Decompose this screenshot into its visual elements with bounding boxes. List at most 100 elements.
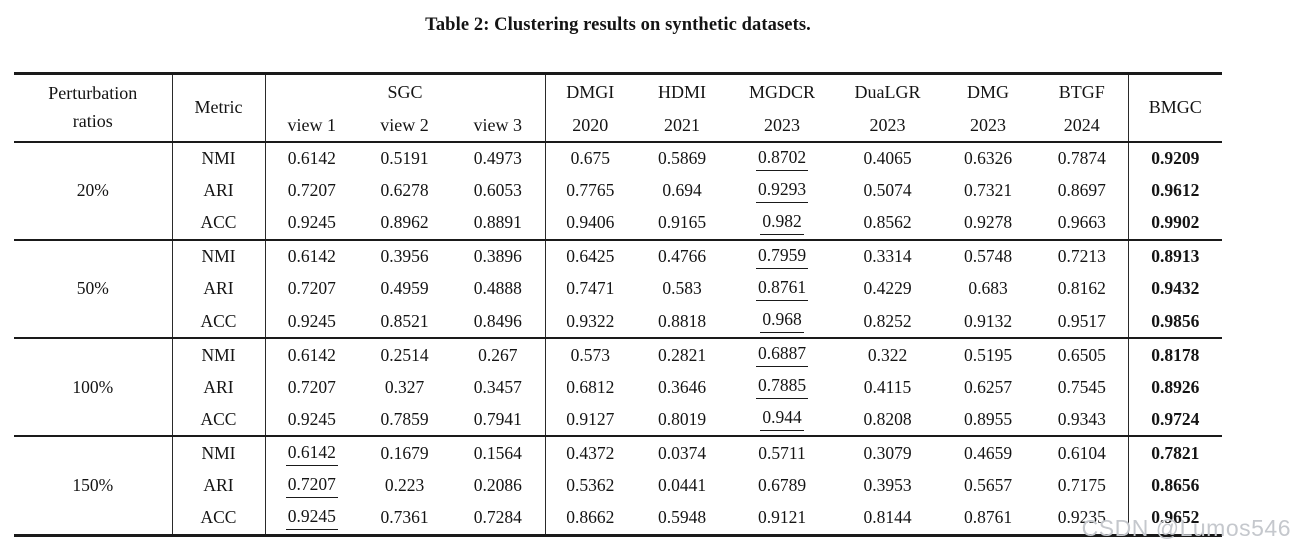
value-cell: 0.8662 bbox=[545, 502, 635, 536]
metric-cell: ACC bbox=[172, 304, 266, 339]
value-text: 0.8662 bbox=[566, 507, 615, 528]
value-cell: 0.4115 bbox=[835, 371, 940, 403]
value-text: 0.7213 bbox=[1057, 246, 1106, 267]
header-method-dmg: DMG bbox=[967, 81, 1010, 102]
value-text: 0.322 bbox=[867, 344, 908, 365]
value-text: 0.8019 bbox=[657, 408, 707, 429]
value-text: 0.968 bbox=[760, 309, 804, 334]
value-text: 0.9278 bbox=[963, 212, 1013, 233]
value-text: 0.5711 bbox=[758, 443, 806, 464]
value-text: 0.8252 bbox=[863, 310, 912, 331]
value-cell: 0.5657 bbox=[940, 470, 1036, 502]
ratio-cell: 100% bbox=[14, 337, 173, 437]
value-cell: 0.982 bbox=[729, 207, 835, 240]
header-sgc-view3: view 3 bbox=[451, 109, 546, 142]
value-text: 0.3314 bbox=[863, 246, 912, 267]
value-cell: 0.8208 bbox=[835, 403, 940, 436]
value-text: 0.9902 bbox=[1151, 212, 1200, 233]
value-text: 0.9432 bbox=[1151, 278, 1200, 299]
results-table: Perturbation ratios Metric SGC DMGI HDMI… bbox=[14, 72, 1223, 537]
value-text: 0.6142 bbox=[285, 442, 338, 466]
value-cell: 0.9127 bbox=[545, 403, 635, 436]
value-text: 0.8162 bbox=[1057, 278, 1106, 299]
value-cell: 0.4372 bbox=[545, 435, 636, 470]
value-text: 0.8962 bbox=[380, 212, 429, 233]
value-cell: 0.1564 bbox=[451, 435, 546, 470]
value-text: 0.9121 bbox=[757, 507, 807, 528]
value-cell: 0.8019 bbox=[635, 403, 729, 436]
value-text: 0.1564 bbox=[473, 443, 522, 464]
value-text: 0.8761 bbox=[755, 277, 809, 301]
value-text: 0.3457 bbox=[473, 376, 522, 397]
value-cell: 0.7874 bbox=[1036, 140, 1129, 175]
value-text: 0.7765 bbox=[566, 180, 615, 201]
value-text: 0.7859 bbox=[380, 408, 429, 429]
value-text: 0.8702 bbox=[755, 147, 809, 171]
value-cell: 0.4973 bbox=[451, 140, 546, 175]
value-text: 0.583 bbox=[662, 278, 702, 299]
value-text: 0.9856 bbox=[1151, 310, 1200, 331]
header-year-dmgi: 2020 bbox=[572, 114, 609, 135]
value-text: 0.7361 bbox=[380, 507, 429, 528]
header-year-dualgr: 2023 bbox=[869, 114, 906, 135]
value-cell: 0.683 bbox=[940, 273, 1036, 305]
value-cell: 0.7207 bbox=[265, 371, 358, 403]
value-cell: 0.7941 bbox=[451, 403, 546, 437]
value-text: 0.3646 bbox=[657, 376, 707, 397]
value-cell: 0.4065 bbox=[835, 140, 941, 175]
header-perturbation-line2: ratios bbox=[72, 110, 113, 131]
value-text: 0.4959 bbox=[380, 278, 429, 299]
value-cell: 0.9245 bbox=[265, 403, 358, 436]
value-cell: 0.8962 bbox=[358, 207, 451, 240]
metric-cell: ACC bbox=[172, 501, 266, 536]
value-cell: 0.8761 bbox=[729, 273, 835, 305]
value-text: 0.7941 bbox=[473, 408, 522, 429]
metric-cell: NMI bbox=[172, 337, 266, 372]
value-cell: 0.5869 bbox=[635, 140, 730, 175]
value-cell: 0.6812 bbox=[545, 371, 635, 403]
value-text: 0.7471 bbox=[566, 278, 615, 299]
value-text: 0.6887 bbox=[755, 343, 809, 368]
value-cell: 0.7885 bbox=[729, 371, 835, 403]
value-cell: 0.6887 bbox=[729, 337, 836, 372]
value-text: 0.8913 bbox=[1151, 246, 1200, 267]
value-cell: 0.8697 bbox=[1036, 174, 1129, 207]
value-text: 0.6053 bbox=[473, 180, 522, 201]
value-cell: 0.6104 bbox=[1036, 435, 1129, 470]
value-text: 0.3896 bbox=[473, 246, 522, 267]
value-text: 0.4973 bbox=[473, 148, 522, 169]
value-cell: 0.4229 bbox=[835, 273, 940, 305]
value-text: 0.9517 bbox=[1057, 310, 1106, 331]
value-cell: 0.5362 bbox=[545, 470, 635, 502]
value-cell: 0.5191 bbox=[358, 140, 451, 175]
header-group-sgc: SGC bbox=[265, 73, 546, 110]
value-cell: 0.6142 bbox=[265, 238, 358, 274]
value-text: 0.8761 bbox=[963, 507, 1013, 528]
table-row: ACC 0.9245 0.8521 0.8496 0.9322 0.8818 0.968 0.… bbox=[14, 304, 1222, 339]
value-text: 0.5191 bbox=[380, 148, 429, 169]
value-text: 0.9245 bbox=[287, 408, 336, 429]
value-text: 0.8521 bbox=[380, 310, 429, 331]
value-cell: 0.7207 bbox=[265, 273, 358, 305]
value-text: 0.9612 bbox=[1151, 180, 1200, 201]
value-cell: 0.9902 bbox=[1128, 207, 1222, 240]
value-cell: 0.9612 bbox=[1128, 175, 1222, 207]
value-text: 0.9322 bbox=[566, 310, 615, 331]
value-cell: 0.223 bbox=[358, 470, 451, 502]
value-cell: 0.5748 bbox=[940, 238, 1037, 274]
table-row: 100% NMI 0.6142 0.2514 0.267 0.573 0.2821 0.688… bbox=[14, 337, 1223, 437]
value-cell: 0.573 bbox=[545, 337, 636, 372]
value-cell: 0.9245 bbox=[265, 207, 358, 240]
value-cell: 0.7765 bbox=[545, 175, 635, 207]
value-cell: 0.7284 bbox=[451, 501, 546, 536]
table-row: ARI 0.7207 0.4959 0.4888 0.7471 0.583 0.8761 0.… bbox=[14, 273, 1222, 305]
table-row: 20% NMI 0.6142 0.5191 0.4973 0.675 0.5869 0.870… bbox=[14, 140, 1223, 240]
value-text: 0.7885 bbox=[755, 375, 809, 400]
value-cell: 0.6278 bbox=[358, 175, 451, 207]
value-text: 0.5074 bbox=[863, 180, 912, 201]
value-text: 0.2086 bbox=[473, 475, 522, 496]
value-text: 0.5748 bbox=[963, 246, 1013, 267]
value-cell: 0.694 bbox=[635, 175, 729, 207]
results-table-body: 20% NMI 0.6142 0.5191 0.4973 0.675 0.5869 0.870… bbox=[14, 140, 1223, 536]
table-row: ACC 0.9245 0.7859 0.7941 0.9127 0.8019 0.944 0.… bbox=[14, 403, 1222, 437]
